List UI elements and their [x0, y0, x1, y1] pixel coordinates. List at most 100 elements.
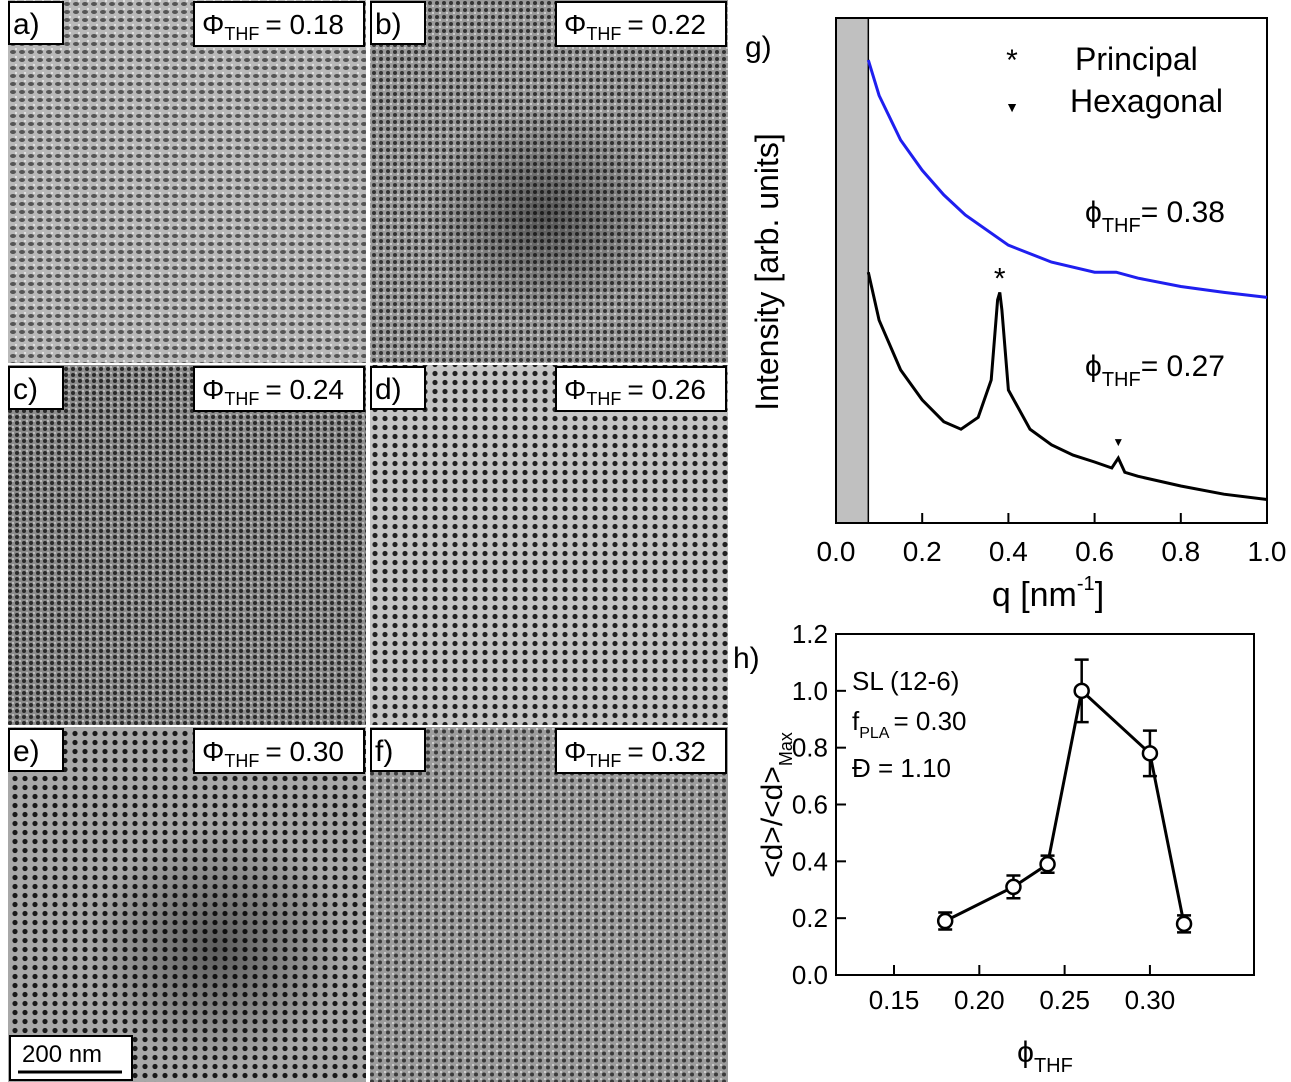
phi-value: = 0.32 — [627, 736, 706, 767]
phi-value: = 0.18 — [265, 9, 344, 40]
phi-symbol: Φ — [202, 374, 224, 405]
panel-label-box — [370, 728, 426, 772]
y-tick-label: 0.2 — [792, 903, 828, 933]
plot-frame — [835, 17, 1268, 524]
series-line — [866, 59, 1268, 299]
y-label-sub: Max — [776, 732, 796, 766]
x-tick-label: 1.0 — [1248, 536, 1287, 567]
series-symbol: ϕ — [1085, 350, 1102, 383]
x-label-main: q [nm — [992, 576, 1077, 614]
phi-label-box — [555, 366, 727, 412]
y-tick-label: 0.6 — [792, 790, 828, 820]
legend-symbol: * — [1006, 44, 1018, 77]
phi-symbol: Φ — [564, 736, 586, 767]
peak-marker: * — [994, 262, 1006, 295]
micrograph — [8, 365, 366, 725]
micrograph — [370, 365, 728, 725]
x-tick-label: 0.30 — [1125, 985, 1176, 1015]
x-axis-label: ϕTHF — [1017, 1036, 1073, 1077]
phi-label-box — [193, 1, 365, 47]
micrographs: a) ΦTHF = 0.18 b) ΦTHF = 0.22c) ΦTHF = 0.24 d) ΦT… — [8, 0, 728, 1082]
x-tick-label: 0.4 — [989, 536, 1028, 567]
data-point — [1175, 915, 1193, 933]
phi-label: ΦTHF = 0.18 — [202, 9, 344, 44]
phi-label-box — [193, 366, 365, 412]
panel-label-box — [8, 366, 64, 410]
y-axis-label: Intensity [arb. units] — [749, 133, 785, 410]
y-tick-label: 0.0 — [792, 960, 828, 990]
panel-label-box — [8, 1, 64, 45]
phi-label: ΦTHF = 0.22 — [564, 9, 706, 44]
phi-value: = 0.30 — [265, 736, 344, 767]
phi-label: ΦTHF = 0.30 — [202, 736, 344, 771]
data-point — [1141, 745, 1159, 762]
y-tick-label: 0.8 — [792, 733, 828, 763]
x-tick-label: 0.2 — [903, 536, 942, 567]
domain-spacing-chart: 0.0 0.2 0.4 0.6 0.8 1.0 1.2 0.15 0.20 0.25 0.30 SL … — [733, 619, 1255, 1077]
phi-subscript: THF — [586, 751, 621, 771]
phi-symbol: Φ — [564, 9, 586, 40]
data-point — [1039, 855, 1056, 873]
x-tick-label: 0.8 — [1161, 536, 1200, 567]
phi-value: = 0.22 — [627, 9, 706, 40]
data-point — [1073, 682, 1090, 700]
panel-label: f) — [375, 735, 393, 768]
excluded-region — [836, 18, 869, 523]
panel-label: b) — [375, 8, 402, 41]
legend-symbol: ▼ — [1005, 99, 1019, 115]
x-label-sup: -1 — [1077, 573, 1095, 595]
series-label: ϕTHF= 0.38 — [1085, 196, 1225, 237]
y-tick-label: 0.4 — [792, 846, 828, 876]
annotation: SL (12-6) — [852, 666, 959, 696]
x-label-symbol: ϕ — [1017, 1036, 1034, 1069]
dark-region — [425, 105, 665, 325]
panel-label: e) — [13, 735, 40, 768]
phi-symbol: Φ — [202, 736, 224, 767]
x-tick-label: 0.0 — [817, 536, 856, 567]
annotation-sub: PLA — [859, 725, 890, 742]
panel-label-box — [370, 366, 426, 410]
scale-bar-label: 200 nm — [22, 1041, 102, 1068]
phi-label: ΦTHF = 0.24 — [202, 374, 344, 409]
series-symbol: ϕ — [1085, 196, 1102, 229]
phi-label: ΦTHF = 0.32 — [564, 736, 706, 771]
phi-subscript: THF — [224, 751, 259, 771]
micrograph — [8, 0, 366, 363]
panel-label: g) — [745, 31, 772, 64]
series-label: ϕTHF= 0.27 — [1085, 350, 1225, 391]
annotation: fPLA = 0.30 — [852, 706, 967, 742]
dark-region — [88, 827, 348, 1067]
phi-label-box — [193, 728, 365, 774]
legend-label: Hexagonal — [1070, 83, 1223, 119]
x-tick-label: 0.15 — [869, 985, 920, 1015]
micrograph — [370, 727, 728, 1082]
phi-label-box — [555, 728, 727, 774]
x-axis-label: q [nm-1] — [992, 573, 1104, 614]
legend-label: Principal — [1075, 41, 1198, 77]
series-subscript: THF — [1102, 215, 1141, 237]
phi-symbol: Φ — [202, 9, 224, 40]
phi-label-box — [555, 1, 727, 47]
data-point — [936, 912, 954, 930]
phi-value: = 0.26 — [627, 374, 706, 405]
phi-subscript: THF — [586, 389, 621, 409]
peak-marker: ▼ — [1112, 435, 1124, 449]
panel-label: c) — [13, 373, 38, 406]
phi-value: = 0.24 — [265, 374, 344, 405]
annotation-value: = 0.30 — [893, 706, 966, 736]
series-line — [944, 687, 1186, 925]
series-name: = 0.38 — [1141, 196, 1225, 229]
panel-label: h) — [733, 642, 760, 675]
series-subscript: THF — [1102, 369, 1141, 391]
x-tick-label: 0.6 — [1075, 536, 1114, 567]
phi-label: ΦTHF = 0.26 — [564, 374, 706, 409]
y-tick-label: 1.0 — [792, 676, 828, 706]
phi-subscript: THF — [224, 24, 259, 44]
annotation-f: f — [852, 706, 860, 736]
phi-subscript: THF — [586, 24, 621, 44]
panel-label-box — [370, 1, 426, 45]
y-label-main: <d>/<d> — [756, 766, 789, 878]
x-label-sub: THF — [1034, 1055, 1073, 1077]
